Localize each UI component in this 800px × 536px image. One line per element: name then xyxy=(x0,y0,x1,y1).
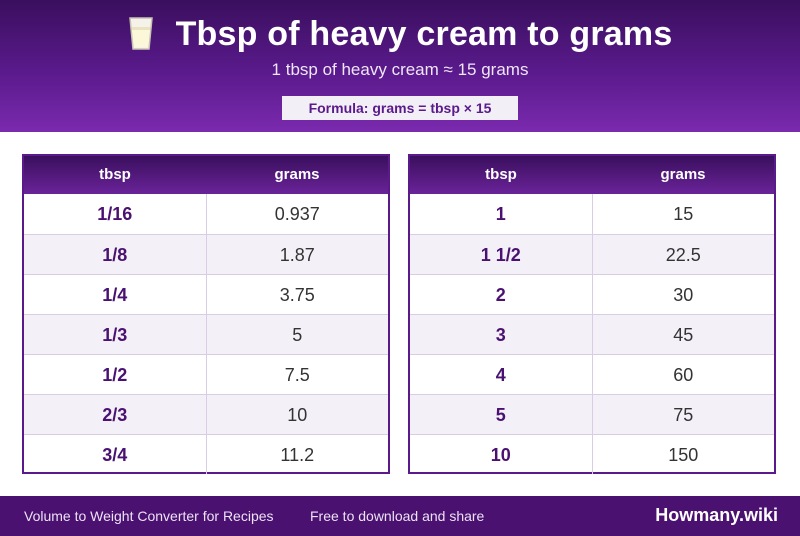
brand-logo-text: Howmany.wiki xyxy=(655,505,778,525)
column-header-tbsp: tbsp xyxy=(99,166,131,183)
grams-cell: 10 xyxy=(287,405,308,425)
page-subtitle: 1 tbsp of heavy cream ≈ 15 grams xyxy=(271,60,529,79)
table-row: 2/3 10 xyxy=(24,394,388,434)
table-row: 1/8 1.87 xyxy=(24,234,388,274)
tbsp-cell: 2/3 xyxy=(24,395,207,434)
page-title: Tbsp of heavy cream to grams xyxy=(175,14,673,53)
table-row: 1/4 3.75 xyxy=(24,274,388,314)
conversion-table-left: tbsp grams 1/16 0.937 1/8 1.87 1/4 3.75 … xyxy=(22,154,390,474)
table-body: 1/16 0.937 1/8 1.87 1/4 3.75 1/3 5 1/2 7… xyxy=(24,194,388,474)
tbsp-cell: 1/16 xyxy=(24,194,207,234)
column-header-grams: grams xyxy=(660,166,706,183)
tbsp-cell: 10 xyxy=(410,435,593,474)
formula-badge: Formula: grams = tbsp × 15 xyxy=(282,96,518,120)
tbsp-cell: 4 xyxy=(410,355,593,394)
footer-bar: Volume to Weight Converter for Recipes F… xyxy=(0,496,800,536)
tbsp-cell: 2 xyxy=(410,275,593,314)
table-row: 1/16 0.937 xyxy=(24,194,388,234)
table-row: 4 60 xyxy=(410,354,774,394)
table-body: 1 15 1 1/2 22.5 2 30 3 45 4 60 5 75 10 1… xyxy=(410,194,774,474)
tbsp-cell: 3/4 xyxy=(24,435,207,474)
grams-cell: 11.2 xyxy=(280,445,315,465)
column-header-tbsp: tbsp xyxy=(485,166,517,183)
glass-of-milk-icon xyxy=(128,17,154,51)
footer-converter-text: Volume to Weight Converter for Recipes xyxy=(24,508,274,524)
table-row: 5 75 xyxy=(410,394,774,434)
grams-cell: 0.937 xyxy=(274,204,320,224)
table-row: 1 15 xyxy=(410,194,774,234)
header-banner: Tbsp of heavy cream to grams 1 tbsp of h… xyxy=(0,0,800,132)
table-header: tbsp grams xyxy=(410,156,774,194)
grams-cell: 3.75 xyxy=(279,285,315,305)
column-header-grams: grams xyxy=(274,166,320,183)
grams-cell: 30 xyxy=(673,285,694,305)
grams-cell: 1.87 xyxy=(279,245,315,265)
table-header: tbsp grams xyxy=(24,156,388,194)
table-row: 1/3 5 xyxy=(24,314,388,354)
tbsp-cell: 5 xyxy=(410,395,593,434)
table-row: 2 30 xyxy=(410,274,774,314)
table-row: 10 150 xyxy=(410,434,774,474)
table-row: 3/4 11.2 xyxy=(24,434,388,474)
grams-cell: 45 xyxy=(673,325,694,345)
tbsp-cell: 1 xyxy=(410,194,593,234)
table-row: 3 45 xyxy=(410,314,774,354)
grams-cell: 5 xyxy=(292,325,303,345)
tbsp-cell: 3 xyxy=(410,315,593,354)
grams-cell: 150 xyxy=(668,445,699,465)
tbsp-cell: 1/3 xyxy=(24,315,207,354)
title-row: Tbsp of heavy cream to grams xyxy=(0,12,800,56)
footer-share-text: Free to download and share xyxy=(310,508,485,524)
tbsp-cell: 1 1/2 xyxy=(410,235,593,274)
tbsp-cell: 1/4 xyxy=(24,275,207,314)
grams-cell: 22.5 xyxy=(665,245,701,265)
grams-cell: 60 xyxy=(673,365,694,385)
table-row: 1/2 7.5 xyxy=(24,354,388,394)
grams-cell: 7.5 xyxy=(284,365,310,385)
grams-cell: 15 xyxy=(673,204,694,224)
tbsp-cell: 1/8 xyxy=(24,235,207,274)
tbsp-cell: 1/2 xyxy=(24,355,207,394)
table-row: 1 1/2 22.5 xyxy=(410,234,774,274)
conversion-table-right: tbsp grams 1 15 1 1/2 22.5 2 30 3 45 4 6… xyxy=(408,154,776,474)
grams-cell: 75 xyxy=(673,405,694,425)
